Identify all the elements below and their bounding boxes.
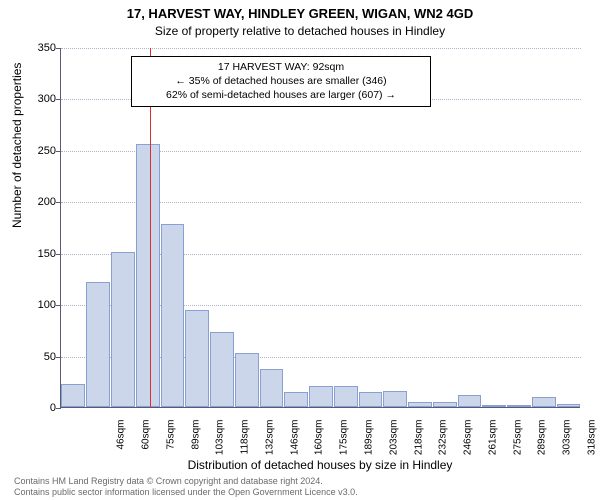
- bar: [309, 386, 333, 407]
- bar: [433, 402, 457, 407]
- bar: [482, 405, 506, 407]
- bar: [408, 402, 432, 407]
- ytick-mark: [56, 357, 61, 358]
- ytick-label: 150: [16, 248, 56, 260]
- ytick-label: 50: [16, 351, 56, 363]
- ytick-mark: [56, 202, 61, 203]
- ytick-label: 250: [16, 145, 56, 157]
- bar: [185, 310, 209, 407]
- ytick-mark: [56, 48, 61, 49]
- annotation-line: 62% of semi-detached houses are larger (…: [138, 88, 424, 102]
- ytick-label: 300: [16, 93, 56, 105]
- bar: [210, 332, 234, 407]
- bar: [458, 395, 482, 407]
- bar: [383, 391, 407, 407]
- bar: [161, 224, 185, 407]
- bar: [61, 384, 85, 407]
- ytick-label: 0: [16, 402, 56, 414]
- footer-line-2: Contains public sector information licen…: [14, 487, 358, 498]
- bar: [111, 252, 135, 407]
- histogram-chart: 17, HARVEST WAY, HINDLEY GREEN, WIGAN, W…: [0, 0, 600, 500]
- ytick-mark: [56, 151, 61, 152]
- annotation-box: 17 HARVEST WAY: 92sqm← 35% of detached h…: [131, 56, 431, 107]
- x-axis-label: Distribution of detached houses by size …: [60, 458, 580, 472]
- xtick-label: 318sqm: [586, 420, 597, 470]
- annotation-line: ← 35% of detached houses are smaller (34…: [138, 74, 424, 88]
- bar: [359, 392, 383, 407]
- annotation-line: 17 HARVEST WAY: 92sqm: [138, 60, 424, 74]
- grid-line: [61, 48, 581, 49]
- bar: [136, 144, 160, 407]
- ytick-mark: [56, 99, 61, 100]
- chart-title-1: 17, HARVEST WAY, HINDLEY GREEN, WIGAN, W…: [0, 6, 600, 21]
- bar: [334, 386, 358, 407]
- ytick-label: 200: [16, 196, 56, 208]
- plot-area: 05010015020025030035046sqm60sqm75sqm89sq…: [60, 48, 580, 408]
- bar: [557, 404, 581, 407]
- ytick-mark: [56, 254, 61, 255]
- ytick-label: 100: [16, 299, 56, 311]
- bar: [235, 353, 259, 408]
- bar: [532, 397, 556, 407]
- ytick-label: 350: [16, 42, 56, 54]
- ytick-mark: [56, 408, 61, 409]
- bar: [86, 282, 110, 407]
- ytick-mark: [56, 305, 61, 306]
- footer-attribution: Contains HM Land Registry data © Crown c…: [14, 476, 358, 499]
- chart-title-2: Size of property relative to detached ho…: [0, 24, 600, 38]
- bar: [260, 369, 284, 407]
- bar: [284, 392, 308, 407]
- footer-line-1: Contains HM Land Registry data © Crown c…: [14, 476, 358, 487]
- bar: [507, 405, 531, 407]
